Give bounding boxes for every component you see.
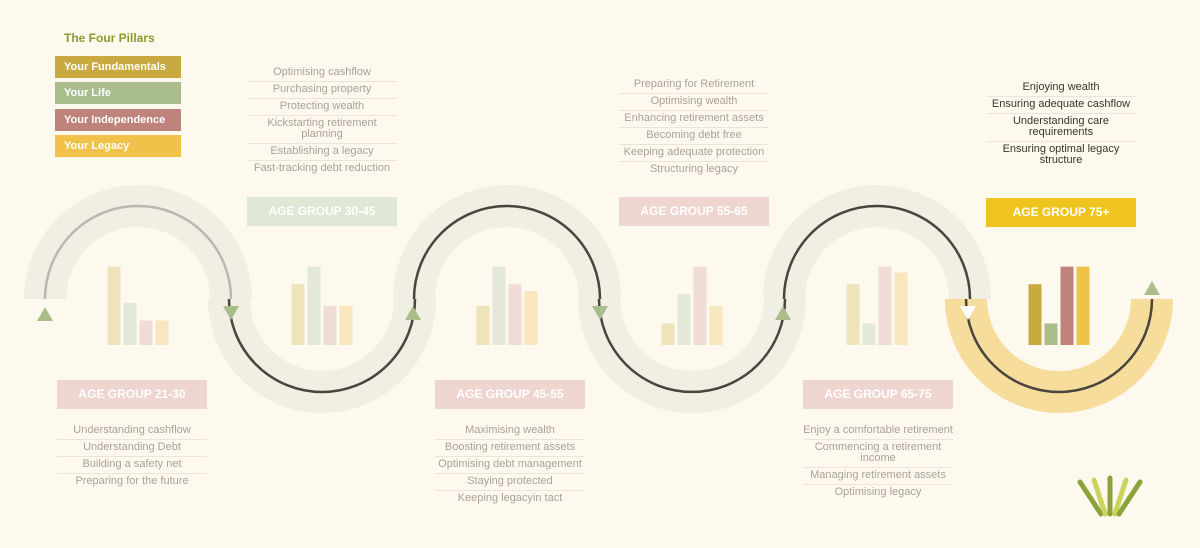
track-segment [24, 185, 252, 300]
goal-item: Understanding care requirements [986, 114, 1136, 142]
goal-item: Managing retirement assets [803, 468, 953, 485]
goal-item: Protecting wealth [247, 99, 397, 116]
goal-list-75-plus: Enjoying wealth Ensuring adequate cashfl… [986, 80, 1136, 169]
brand-logo [1077, 475, 1143, 517]
goal-item: Keeping adequate protection [619, 145, 769, 162]
track-segment [945, 298, 1173, 413]
pillar-bar [862, 323, 876, 345]
pillar-bar [476, 305, 490, 345]
pillar-bar [661, 323, 675, 345]
arrow-up-icon [1144, 281, 1160, 295]
age-group-label: AGE GROUP 55-65 [619, 197, 769, 226]
journey-track [24, 185, 1173, 413]
path-segment [782, 204, 972, 300]
goal-item: Optimising debt management [435, 457, 585, 474]
legend-item-legacy: Your Legacy [55, 135, 181, 157]
path-arrows [37, 281, 1160, 321]
pillar-bar [339, 305, 353, 345]
age-group-label: AGE GROUP 30-45 [247, 197, 397, 226]
pillar-bar [155, 320, 169, 345]
goal-list-45-55: Maximising wealth Boosting retirement as… [435, 423, 585, 507]
pillar-bar [1028, 284, 1042, 345]
goal-item: Establishing a legacy [247, 144, 397, 161]
arrow-down-icon [223, 306, 239, 320]
pillar-bar [693, 266, 707, 345]
legend-item-life: Your Life [55, 82, 181, 104]
path-segment [227, 298, 417, 394]
goal-list-30-45: Optimising cashflow Purchasing property … [247, 65, 397, 177]
legend-item-independence: Your Independence [55, 109, 181, 131]
pillar-bar [492, 266, 506, 345]
pillar-bar [894, 272, 908, 345]
goal-item: Ensuring optimal legacy structure [1002, 143, 1120, 166]
pillar-bar [123, 302, 137, 345]
pillar-bar [1044, 323, 1058, 345]
age-group-label: AGE GROUP 65-75 [803, 380, 953, 409]
arrow-down-icon [960, 306, 976, 320]
pillar-bar [878, 266, 892, 345]
goal-item: Understanding Debt [57, 440, 207, 457]
track-segment [393, 185, 621, 300]
goal-item: Fast-tracking debt reduction [253, 162, 391, 174]
goal-item: Maximising wealth [435, 423, 585, 440]
goal-item: Preparing for Retirement [619, 77, 769, 94]
pillar-bar [1060, 266, 1074, 345]
age-group-label: AGE GROUP 75+ [986, 198, 1136, 227]
goal-item: Optimising legacy [834, 486, 922, 498]
arrow-up-icon [37, 307, 53, 321]
journey-path [43, 204, 1154, 394]
goal-item: Kickstarting retirement planning [247, 116, 397, 144]
goal-item: Enhancing retirement assets [619, 111, 769, 128]
logo-stroke [1112, 477, 1129, 517]
goal-item: Enjoy a comfortable retirement [803, 423, 953, 440]
goal-item: Enjoying wealth [986, 80, 1136, 97]
goal-item: Boosting retirement assets [435, 440, 585, 457]
goal-item: Becoming debt free [619, 128, 769, 145]
legend-item-fundamentals: Your Fundamentals [55, 56, 181, 78]
arrow-up-icon [405, 306, 421, 320]
age-group-label: AGE GROUP 45-55 [435, 380, 585, 409]
legend-title: The Four Pillars [64, 31, 155, 45]
goal-item: Optimising wealth [619, 94, 769, 111]
pillar-bar [846, 284, 860, 345]
logo-stroke [1116, 479, 1143, 517]
goal-list-55-65: Preparing for Retirement Optimising weal… [619, 77, 769, 178]
goal-item: Commencing a retirement income [803, 440, 953, 468]
track-segment [578, 298, 806, 413]
goal-item: Optimising cashflow [247, 65, 397, 82]
pillar-bar [307, 266, 321, 345]
pillar-bar [323, 305, 337, 345]
goal-list-21-30: Understanding cashflow Understanding Deb… [57, 423, 207, 490]
goal-item: Understanding cashflow [57, 423, 207, 440]
goal-item: Ensuring adequate cashflow [986, 97, 1136, 114]
logo-stroke [1077, 479, 1104, 517]
goal-item: Structuring legacy [649, 163, 739, 175]
pillar-bar [107, 266, 121, 345]
path-segment [412, 204, 602, 300]
path-segment [964, 298, 1154, 394]
path-segment [597, 298, 787, 394]
pillar-bar [1076, 266, 1090, 345]
goal-item: Keeping legacyin tact [457, 492, 563, 504]
arrow-up-icon [775, 306, 791, 320]
goal-item: Staying protected [435, 474, 585, 491]
pillar-bar [524, 291, 538, 345]
arrow-down-icon [592, 306, 608, 320]
track-segment [208, 298, 436, 413]
pillar-bar [291, 284, 305, 345]
goal-item: Preparing for the future [75, 475, 189, 487]
pillar-bar [709, 305, 723, 345]
goal-item: Building a safety net [57, 457, 207, 474]
pillar-bar [508, 284, 522, 345]
goal-list-65-75: Enjoy a comfortable retirement Commencin… [803, 423, 953, 501]
goal-item: Purchasing property [247, 82, 397, 99]
path-segment [43, 204, 233, 300]
track-segment [763, 185, 991, 300]
pillar-bar [139, 320, 153, 345]
logo-stroke [1091, 477, 1108, 517]
age-group-label: AGE GROUP 21-30 [57, 380, 207, 409]
pillar-bar [677, 294, 691, 345]
pillar-bars [107, 266, 1090, 345]
